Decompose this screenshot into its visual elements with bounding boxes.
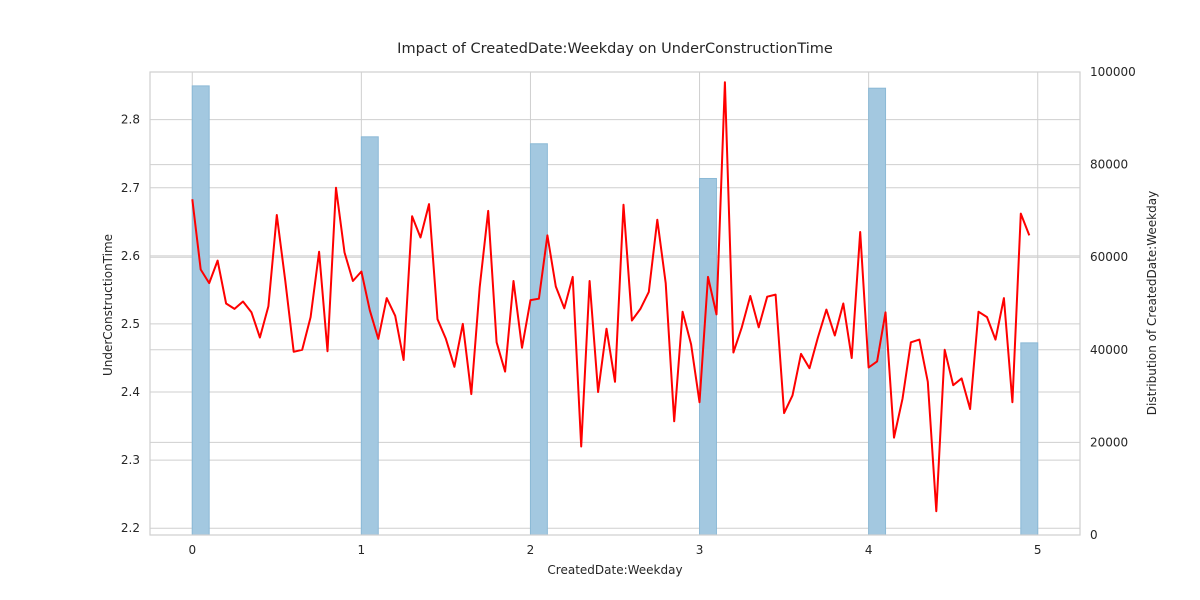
histogram-bar <box>529 143 548 536</box>
tick-labels: 0 1 2 3 4 5 2.2 2.3 2.4 2.5 2.6 2.7 2.8 0 20000 40000 60… <box>121 65 1136 557</box>
histogram-bars <box>191 85 1039 536</box>
y2-tick-label: 100000 <box>1090 65 1136 79</box>
plot-border <box>149 71 1081 536</box>
x-tick-label: 2 <box>527 543 535 557</box>
x-tick-label: 1 <box>358 543 366 557</box>
histogram-bar <box>191 85 210 536</box>
y2-tick-label: 40000 <box>1090 343 1128 357</box>
mean-line <box>191 81 1031 513</box>
y-axis-title: UnderConstructionTime <box>101 234 115 376</box>
x-tick-label: 5 <box>1034 543 1042 557</box>
y-tick-label: 2.3 <box>121 453 140 467</box>
histogram-bar <box>360 136 379 536</box>
x-tick-label: 3 <box>696 543 704 557</box>
line-series-layer <box>191 81 1031 513</box>
x-axis-title: CreatedDate:Weekday <box>547 563 682 577</box>
plot-frame <box>149 71 1081 536</box>
y2-tick-label: 20000 <box>1090 435 1128 449</box>
y-tick-label: 2.2 <box>121 521 140 535</box>
x-tick-label: 0 <box>188 543 196 557</box>
y-tick-label: 2.6 <box>121 249 140 263</box>
y-tick-label: 2.5 <box>121 317 140 331</box>
y-tick-label: 2.4 <box>121 385 140 399</box>
y-tick-label: 2.8 <box>121 113 140 127</box>
grid-layer <box>150 71 1080 536</box>
x-tick-label: 4 <box>865 543 873 557</box>
y2-tick-label: 60000 <box>1090 250 1128 264</box>
histogram-bar <box>1020 342 1039 536</box>
y2-tick-label: 80000 <box>1090 158 1128 172</box>
chart-title: Impact of CreatedDate:Weekday on UnderCo… <box>397 41 833 57</box>
y2-axis-title: Distribution of CreatedDate:Weekday <box>1145 191 1159 415</box>
histogram-bar <box>868 87 887 536</box>
y2-tick-label: 0 <box>1090 528 1098 542</box>
y-tick-label: 2.7 <box>121 181 140 195</box>
